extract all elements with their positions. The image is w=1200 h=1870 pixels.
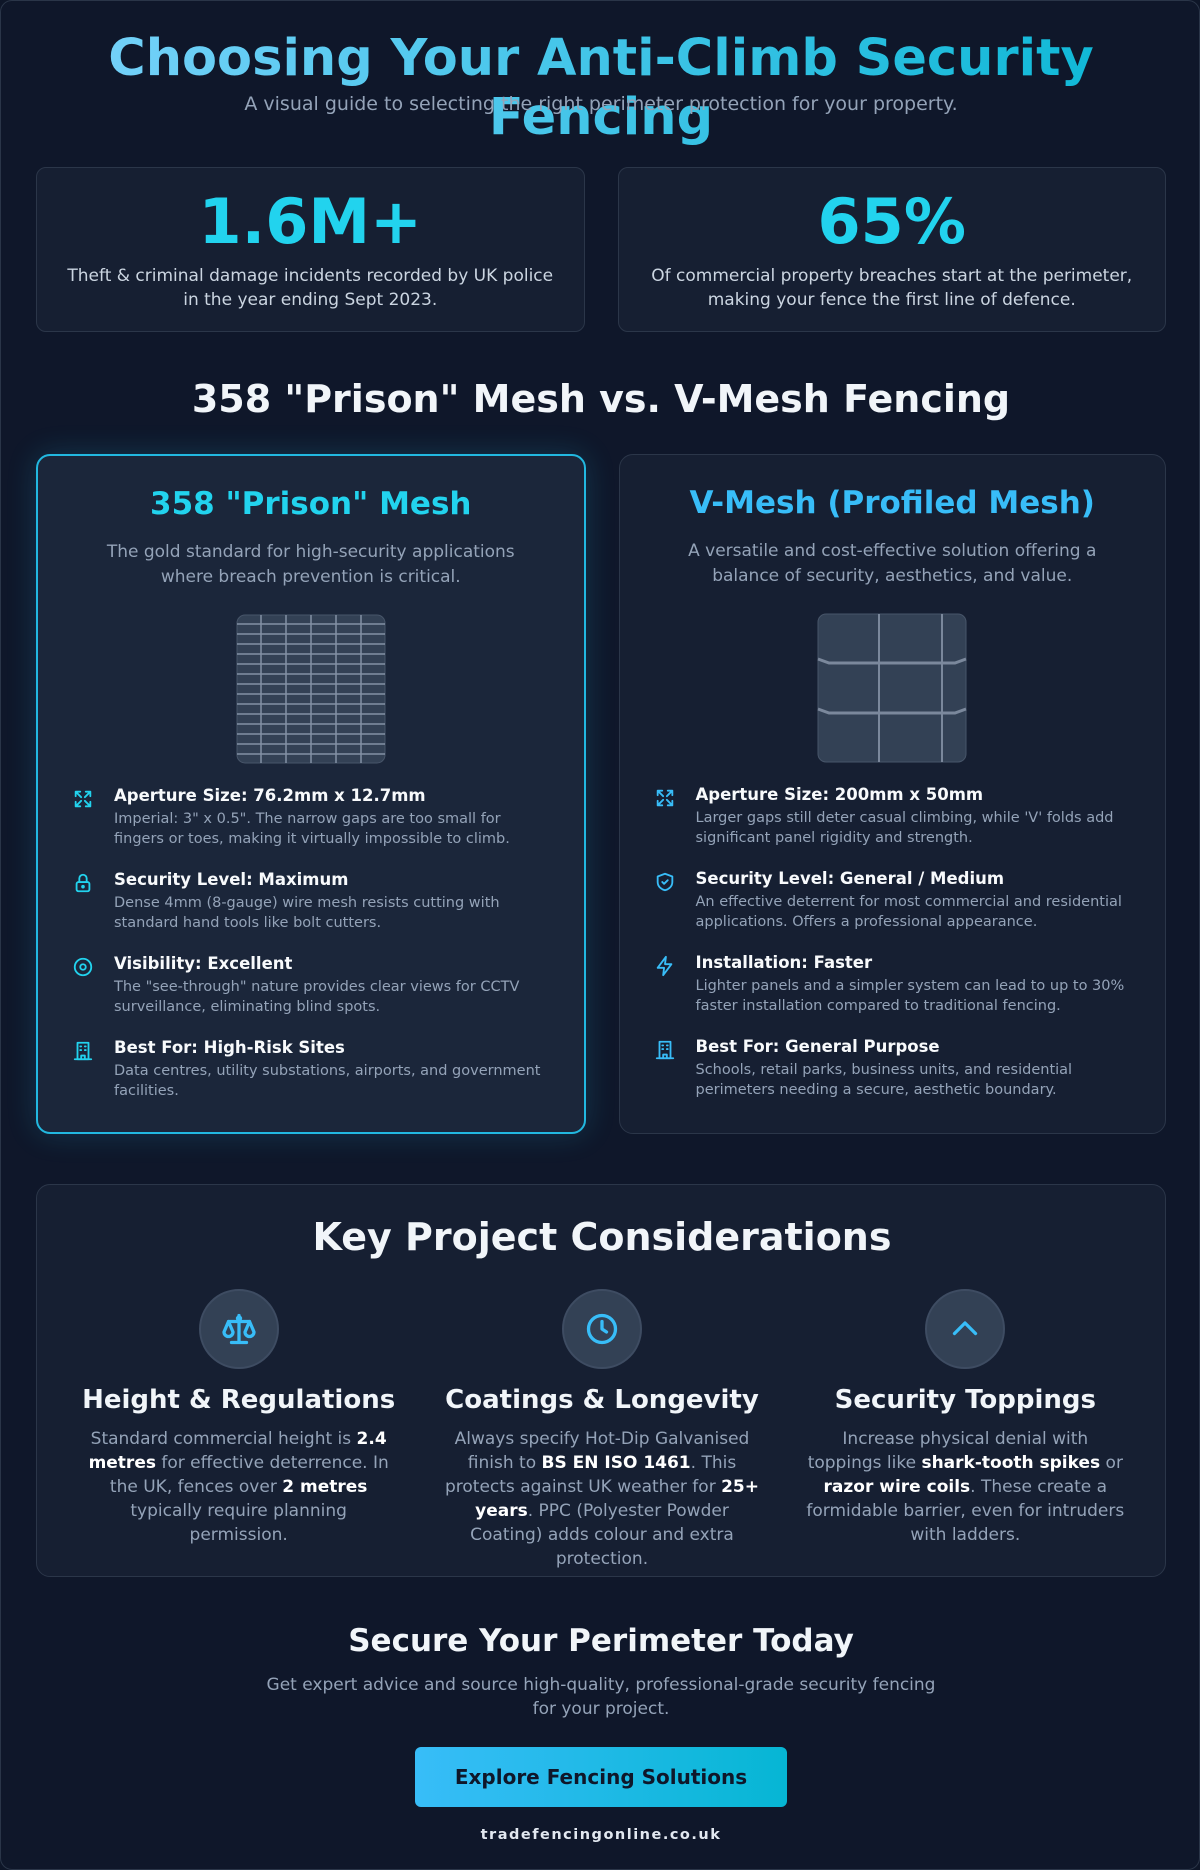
text: for effective deterrence. In the UK, fen… [109, 1453, 389, 1497]
feature-body: Security Level: General / Medium An effec… [696, 869, 1132, 935]
consideration: Height & Regulations Standard commercial … [57, 1289, 420, 1571]
feature-body: Security Level: Maximum Dense 4mm (8-gaug… [114, 870, 550, 936]
feature: Visibility: Excellent The "see-through" n… [72, 954, 550, 1020]
consideration-title: Height & Regulations [82, 1385, 396, 1415]
feature-title: Aperture Size: 76.2mm x 12.7mm [114, 786, 426, 805]
consideration-icon [925, 1289, 1006, 1369]
highlight: 2.4 metres [88, 1429, 387, 1473]
feature-body: Visibility: Excellent The "see-through" n… [114, 954, 550, 1020]
feature-icon [655, 1040, 674, 1060]
comparison-card: V-Mesh (Profiled Mesh) A versatile and co… [618, 454, 1166, 1134]
icon [222, 1313, 256, 1345]
cta-title: Secure Your Perimeter Today [348, 1623, 854, 1659]
consideration-text: Increase physical denial with toppings l… [806, 1427, 1125, 1547]
feature: Best For: High-Risk Sites Data centres, u… [72, 1038, 550, 1104]
consideration-text: Always specify Hot-Dip Galvanised finish… [442, 1427, 761, 1571]
highlight: shark-tooth spikes [921, 1453, 1101, 1473]
feature-title: Security Level: General / Medium [695, 869, 1005, 888]
feature-body: Best For: High-Risk Sites Data centres, u… [114, 1038, 550, 1104]
feature-text: Data centres, utility substations, airpo… [114, 1063, 541, 1099]
footer: tradefencingonline.co.uk [480, 1827, 722, 1843]
card-description: A versatile and cost-effective solution … [688, 541, 1097, 586]
consideration-text: Standard commercial height is 2.4 metres… [79, 1427, 398, 1547]
stat-text: Of commercial property breaches start at… [651, 266, 1133, 311]
consideration-title: Coatings & Longevity [445, 1385, 759, 1415]
feature-text: The "see-through" nature provides clear … [114, 979, 520, 1015]
cta: Secure Your Perimeter Today Get expert a… [1, 1623, 1199, 1843]
feature-title: Best For: General Purpose [695, 1037, 940, 1056]
comparison-card: 358 "Prison" Mesh The gold standard for h… [36, 454, 586, 1134]
text: . This protects against UK weather for [444, 1453, 737, 1497]
consideration: Security Toppings Increase physical denia… [784, 1289, 1147, 1571]
text: Increase physical denial with toppings l… [807, 1429, 1089, 1473]
consideration-icon [198, 1289, 279, 1369]
stat-card: 1.6M+ Theft & criminal damage incidents r… [36, 167, 585, 332]
consideration-icon [561, 1289, 642, 1369]
feature: Security Level: Maximum Dense 4mm (8-gaug… [72, 870, 550, 936]
feature: Aperture Size: 76.2mm x 12.7mm Imperial: … [72, 786, 550, 852]
consideration: Coatings & Longevity Always specify Hot-D… [420, 1289, 783, 1571]
feature: Installation: Faster Lighter panels and a… [654, 953, 1132, 1019]
feature: Best For: General Purpose Schools, retail… [654, 1037, 1132, 1103]
mesh-illustration [236, 614, 386, 764]
text: Standard commercial height is [90, 1429, 357, 1449]
subtitle: A visual guide to selecting the right pe… [244, 93, 958, 115]
card-title: V-Mesh (Profiled Mesh) [689, 485, 1095, 521]
highlight: razor wire coils [823, 1477, 971, 1497]
feature-body: Best For: General Purpose Schools, retail… [696, 1037, 1132, 1103]
feature-text: Imperial: 3" x 0.5". The narrow gaps are… [114, 811, 510, 847]
considerations-items: Height & Regulations Standard commercial … [57, 1289, 1147, 1571]
feature-icon [74, 790, 92, 808]
feature-icon [656, 872, 673, 892]
considerations-title: Key Project Considerations [312, 1215, 892, 1259]
feature-text: Schools, retail parks, business units, a… [695, 1062, 1073, 1098]
cta-button[interactable]: Explore Fencing Solutions [415, 1747, 787, 1807]
feature-icon [656, 955, 672, 977]
feature-body: Aperture Size: 200mm x 50mm Larger gaps s… [696, 785, 1132, 851]
feature-title: Visibility: Excellent [114, 954, 293, 973]
text: . These create a formidable barrier, eve… [806, 1477, 1125, 1545]
page-title: Choosing Your Anti-Climb Security Fencin… [1, 29, 1199, 147]
stat-value: 1.6M+ [198, 185, 422, 258]
feature-icon [656, 789, 673, 807]
stats: 1.6M+ Theft & criminal damage incidents r… [36, 167, 1166, 332]
feature-icon [73, 957, 93, 977]
feature-icon [75, 873, 91, 893]
feature-text: Larger gaps still deter casual climbing,… [695, 810, 1114, 846]
feature-title: Installation: Faster [695, 953, 873, 972]
feature-title: Best For: High-Risk Sites [114, 1038, 345, 1057]
card-title: 358 "Prison" Mesh [150, 486, 472, 522]
highlight: 2 metres [282, 1477, 368, 1497]
feature-title: Aperture Size: 200mm x 50mm [695, 785, 984, 804]
feature-text: Lighter panels and a simpler system can … [695, 978, 1125, 1014]
card-description: The gold standard for high-security appl… [106, 542, 515, 587]
text: or [1100, 1453, 1123, 1473]
stat-value: 65% [817, 185, 966, 258]
feature-body: Installation: Faster Lighter panels and a… [696, 953, 1132, 1019]
highlight: 25+ years [475, 1477, 759, 1521]
text: typically require planning permission. [130, 1501, 347, 1545]
icon [953, 1321, 978, 1336]
considerations-panel: Key Project Considerations Height & Regu… [36, 1184, 1166, 1577]
feature-text: Dense 4mm (8-gauge) wire mesh resists cu… [114, 895, 500, 931]
cta-text: Get expert advice and source high-qualit… [266, 1675, 936, 1719]
icon [586, 1313, 618, 1345]
stat-text: Theft & criminal damage incidents record… [67, 266, 554, 311]
feature-body: Aperture Size: 76.2mm x 12.7mm Imperial: … [114, 786, 550, 852]
text: Always specify Hot-Dip Galvanised finish… [454, 1429, 750, 1473]
consideration-title: Security Toppings [834, 1385, 1096, 1415]
feature: Aperture Size: 200mm x 50mm Larger gaps s… [654, 785, 1132, 851]
feature: Security Level: General / Medium An effec… [654, 869, 1132, 935]
feature-title: Security Level: Maximum [114, 870, 349, 889]
feature-text: An effective deterrent for most commerci… [695, 894, 1122, 930]
comparison-cards: 358 "Prison" Mesh The gold standard for h… [36, 454, 1166, 1134]
comparison-title: 358 "Prison" Mesh vs. V-Mesh Fencing [191, 377, 1011, 421]
highlight: BS EN ISO 1461 [541, 1453, 691, 1473]
text: . PPC (Polyester Powder Coating) adds co… [470, 1501, 734, 1569]
mesh-illustration [817, 613, 967, 763]
stat-card: 65% Of commercial property breaches start… [617, 167, 1166, 332]
feature-icon [73, 1041, 93, 1061]
